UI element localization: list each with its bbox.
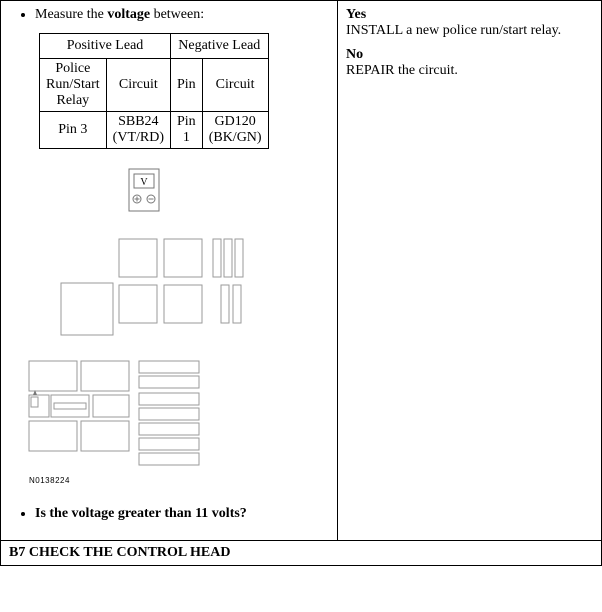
fuse-box-svg: V (21, 165, 266, 495)
question-list: Is the voltage greater than 11 volts? (9, 506, 329, 522)
no-label: No (346, 47, 593, 63)
row1-c1: Pin 3 (40, 112, 107, 149)
row1-c3: Pin 1 (171, 112, 203, 149)
measure-prefix: Measure the (35, 7, 107, 22)
question-item: Is the voltage greater than 11 volts? (35, 506, 329, 522)
right-column: Yes INSTALL a new police run/start relay… (338, 1, 601, 540)
fuse-box-diagram: V (21, 165, 329, 500)
meter-v-label: V (140, 177, 148, 188)
pos-sub1: Police Run/Start Relay (40, 59, 107, 112)
negative-lead-header: Negative Lead (171, 34, 269, 59)
positive-lead-header: Positive Lead (40, 34, 171, 59)
instruction-item-measure: Measure the voltage between: (35, 7, 329, 23)
neg-sub2: Circuit (202, 59, 268, 112)
fuse-row-3 (29, 361, 199, 391)
yes-action: INSTALL a new police run/start relay. (346, 23, 593, 39)
main-two-column: Measure the voltage between: Positive Le… (0, 0, 602, 541)
measure-suffix: between: (150, 7, 204, 22)
pos-sub2: Circuit (106, 59, 170, 112)
multimeter-icon: V (129, 169, 159, 211)
yes-block: Yes INSTALL a new police run/start relay… (346, 7, 593, 39)
row1-c2: SBB24 (VT/RD) (106, 112, 170, 149)
fuse-row-top (119, 239, 243, 277)
left-column: Measure the voltage between: Positive Le… (1, 1, 338, 540)
measure-bold: voltage (107, 7, 150, 22)
no-action: REPAIR the circuit. (346, 63, 593, 79)
step-footer: B7 CHECK THE CONTROL HEAD (0, 541, 602, 566)
no-block: No REPAIR the circuit. (346, 47, 593, 79)
lead-table: Positive Lead Negative Lead Police Run/S… (39, 33, 269, 149)
neg-sub1: Pin (171, 59, 203, 112)
instruction-list: Measure the voltage between: (9, 7, 329, 23)
question-text: Is the voltage greater than 11 volts? (35, 506, 247, 521)
figure-number: N0138224 (29, 476, 70, 485)
fuse-row-4 (29, 390, 199, 420)
fuse-row-2 (61, 283, 241, 335)
fuse-row-5 (29, 421, 199, 465)
row1-c4: GD120 (BK/GN) (202, 112, 268, 149)
yes-label: Yes (346, 7, 593, 23)
